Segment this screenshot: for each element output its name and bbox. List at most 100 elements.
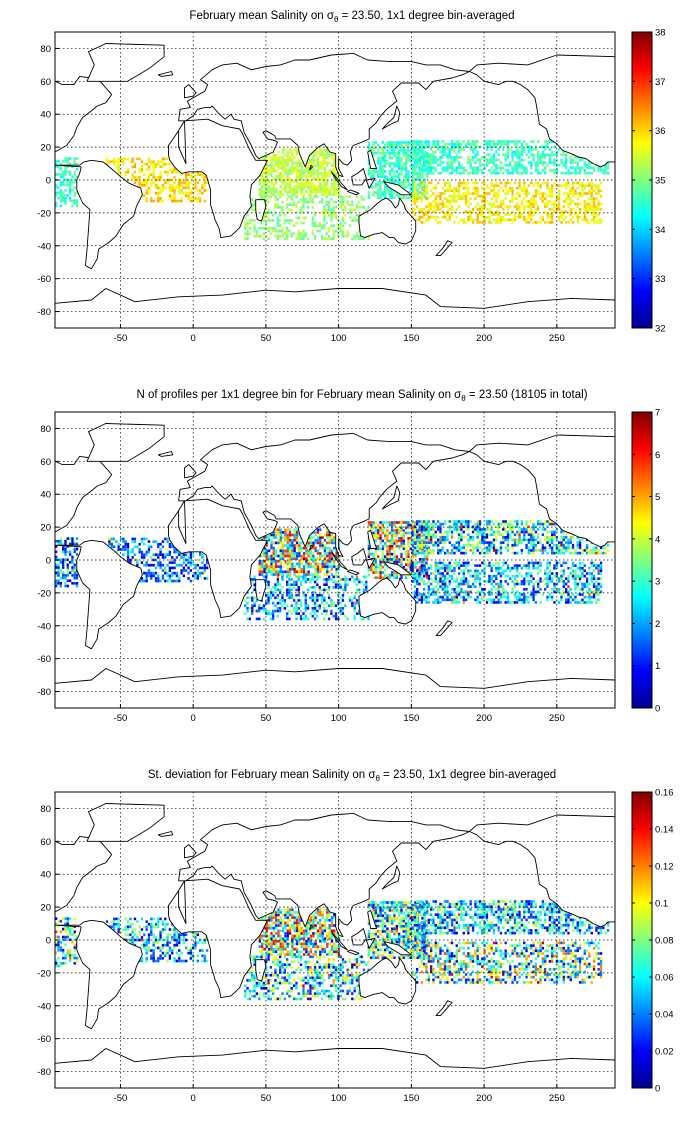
data-cell [262, 213, 266, 217]
data-cell [391, 170, 394, 173]
data-cell [180, 556, 183, 559]
data-cell [413, 197, 417, 201]
data-cell [527, 200, 531, 203]
data-cell [469, 161, 472, 164]
data-cell [319, 552, 322, 555]
data-cell [423, 156, 426, 159]
data-cell [411, 530, 414, 534]
data-cell [599, 202, 603, 206]
data-cell [409, 164, 412, 168]
data-cell [304, 580, 307, 584]
data-cell [592, 166, 596, 170]
data-cell [316, 614, 319, 618]
data-cell [332, 211, 335, 214]
data-cell [66, 157, 69, 160]
data-cell [478, 210, 482, 214]
data-cell [325, 588, 328, 592]
data-cell [180, 191, 183, 195]
data-cell [323, 578, 326, 581]
data-cell [313, 617, 317, 621]
data-cell [537, 140, 540, 143]
data-cell [430, 163, 433, 167]
data-cell [416, 538, 419, 542]
data-cell [246, 229, 249, 233]
data-cell [441, 140, 444, 143]
data-cell [258, 187, 261, 191]
data-cell [513, 150, 517, 154]
data-cell [272, 151, 275, 154]
data-cell [478, 205, 482, 208]
data-cell [284, 570, 287, 574]
data-cell [277, 177, 280, 181]
data-cell [504, 142, 507, 146]
data-cell [328, 153, 331, 157]
data-cell [520, 158, 524, 162]
data-cell [388, 544, 392, 548]
data-cell [73, 574, 76, 577]
data-cell [307, 565, 310, 568]
data-cell [504, 169, 507, 172]
data-cell [425, 558, 429, 561]
data-cell [523, 186, 526, 190]
data-cell [203, 176, 207, 179]
data-cell [199, 574, 202, 578]
data-cell [453, 142, 456, 146]
data-cell [427, 520, 431, 523]
data-cell [571, 215, 575, 219]
data-cell [525, 205, 528, 208]
data-cell [413, 551, 417, 555]
data-cell [425, 218, 428, 222]
data-cell [384, 162, 387, 165]
data-cell [391, 526, 394, 530]
data-cell [516, 166, 519, 170]
data-cell [173, 191, 176, 195]
data-cell [203, 566, 207, 570]
coastline [346, 189, 360, 196]
data-cell [339, 221, 342, 225]
data-cell [374, 185, 378, 189]
data-cell [75, 162, 79, 166]
data-cell [360, 237, 363, 241]
data-cell [261, 156, 264, 159]
data-cell [293, 570, 296, 574]
data-cell [400, 183, 403, 186]
data-cell [295, 174, 299, 178]
data-cell [497, 158, 500, 162]
coastline [178, 120, 187, 165]
data-cell [276, 614, 280, 618]
data-cell [506, 148, 510, 151]
data-cell [518, 140, 521, 143]
data-cell [326, 567, 329, 571]
data-cell [168, 186, 172, 190]
data-cell [319, 557, 322, 561]
data-cell [332, 237, 335, 241]
data-cell [288, 203, 291, 207]
data-cell [395, 531, 399, 535]
data-cell [372, 170, 375, 173]
data-cell [464, 142, 468, 146]
data-cell [293, 536, 296, 539]
data-cell [574, 181, 577, 185]
data-cell [150, 563, 153, 567]
data-cell [400, 552, 403, 556]
data-cell [302, 187, 306, 191]
data-cell [314, 190, 317, 194]
data-cell [295, 541, 299, 545]
data-cell [464, 192, 468, 195]
data-cell [388, 531, 392, 535]
data-cell [64, 547, 67, 551]
data-cell [370, 185, 373, 189]
data-cell [328, 552, 331, 555]
data-cell [284, 539, 287, 542]
data-cell [518, 213, 521, 216]
data-cell [351, 604, 354, 608]
data-cell [284, 153, 287, 157]
data-cell [321, 554, 324, 558]
data-cell [421, 185, 424, 189]
data-cell [258, 193, 261, 196]
data-cell [326, 531, 329, 534]
data-cell [150, 577, 153, 580]
data-cell [290, 208, 293, 212]
data-cell [269, 612, 273, 615]
